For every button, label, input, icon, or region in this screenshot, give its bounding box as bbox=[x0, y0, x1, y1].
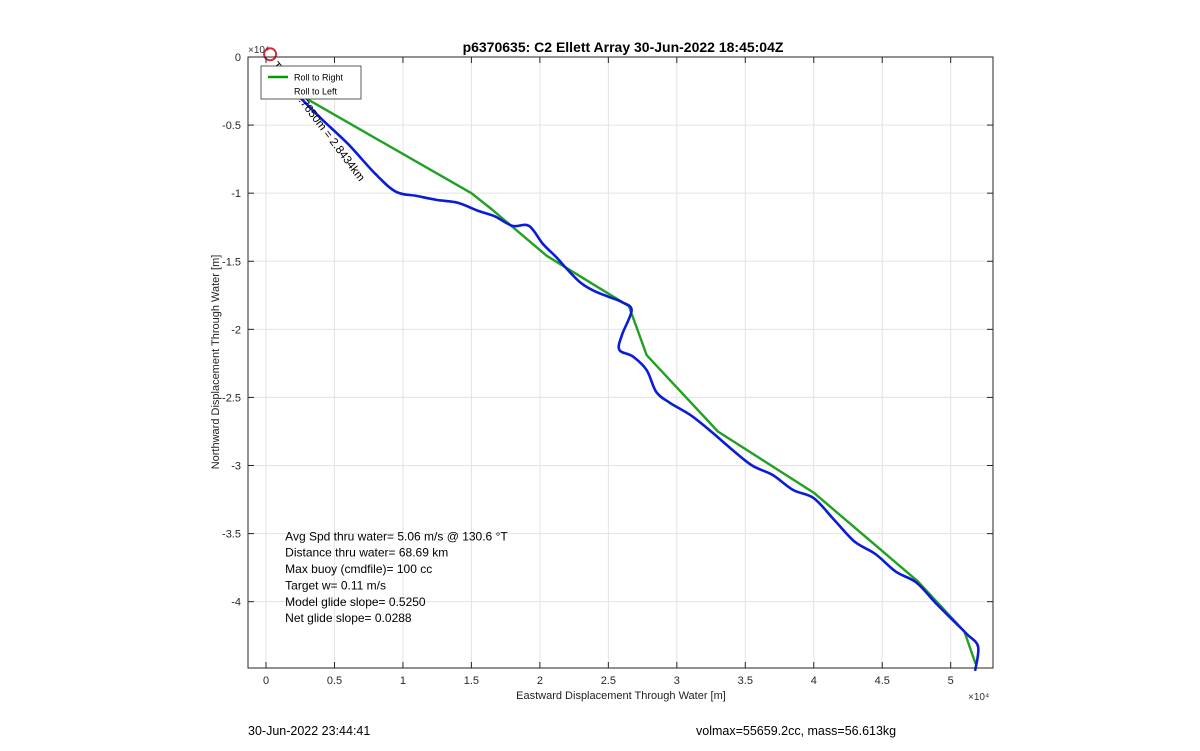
y-tick-label: 0 bbox=[235, 52, 241, 64]
stats-line: Distance thru water= 68.69 km bbox=[285, 546, 448, 560]
y-tick-label: -2.5 bbox=[222, 392, 241, 404]
plot-area bbox=[248, 57, 993, 668]
y-tick-label: -0.5 bbox=[222, 120, 241, 132]
y-tick-label: -1 bbox=[231, 188, 241, 200]
x-exponent-label: ×10⁴ bbox=[968, 692, 989, 703]
axes-box bbox=[247, 56, 994, 669]
stats-line: Model glide slope= 0.5250 bbox=[285, 595, 426, 609]
x-tick-label: 3.5 bbox=[738, 675, 753, 687]
x-tick-label: 4.5 bbox=[875, 675, 890, 687]
x-tick-label: 1 bbox=[400, 675, 406, 687]
marker-layer bbox=[263, 47, 278, 62]
legend-label: Roll to Right bbox=[294, 73, 344, 83]
y-axis-label: Northward Displacement Through Water [m] bbox=[210, 255, 222, 470]
legend: Roll to Right Roll to Left bbox=[260, 65, 362, 100]
x-tick-label: 0.5 bbox=[327, 675, 342, 687]
x-tick-label: 2 bbox=[537, 675, 543, 687]
series-line-roll-to-left bbox=[264, 66, 980, 672]
axes: 0 0.5 1 1.5 2 2.5 3 3.5 4 4.5 5 0 -0.5 -1 -1.5 -2 -2.5 -3… bbox=[222, 52, 994, 687]
y-tick-label: -1.5 bbox=[222, 256, 241, 268]
x-axis-label: Eastward Displacement Through Water [m] bbox=[516, 690, 726, 702]
x-tick-label: 0 bbox=[263, 675, 269, 687]
y-tick-label: -3 bbox=[231, 461, 241, 473]
chart-title: p6370635: C2 Ellett Array 30-Jun-2022 18… bbox=[463, 39, 784, 55]
grid bbox=[248, 56, 993, 668]
series-layer bbox=[264, 66, 980, 672]
x-tick-label: 5 bbox=[948, 675, 954, 687]
footer-timestamp: 30-Jun-2022 23:44:41 bbox=[248, 724, 371, 738]
stats-line: Max buoy (cmdfile)= 100 cc bbox=[285, 562, 432, 576]
stats-line: Target w= 0.11 m/s bbox=[285, 578, 386, 592]
y-tick-label: -2 bbox=[231, 324, 241, 336]
x-tick-label: 2.5 bbox=[601, 675, 616, 687]
series-line-roll-to-right bbox=[264, 66, 977, 665]
x-tick-label: 1.5 bbox=[464, 675, 479, 687]
y-exponent-label: ×10⁴ bbox=[248, 45, 269, 56]
x-tick-label: 3 bbox=[674, 675, 680, 687]
x-tick-label: 4 bbox=[811, 675, 817, 687]
legend-box bbox=[260, 65, 362, 100]
legend-label: Roll to Left bbox=[294, 87, 338, 97]
y-tick-label: -4 bbox=[231, 597, 241, 609]
stats-line: Net glide slope= 0.0288 bbox=[285, 611, 412, 625]
stats-line: Avg Spd thru water= 5.06 m/s @ 130.6 °T bbox=[285, 529, 508, 543]
y-tick-label: -3.5 bbox=[222, 529, 241, 541]
footer-volmax-mass: volmax=55659.2cc, mass=56.613kg bbox=[696, 724, 897, 738]
start-marker bbox=[263, 47, 278, 62]
